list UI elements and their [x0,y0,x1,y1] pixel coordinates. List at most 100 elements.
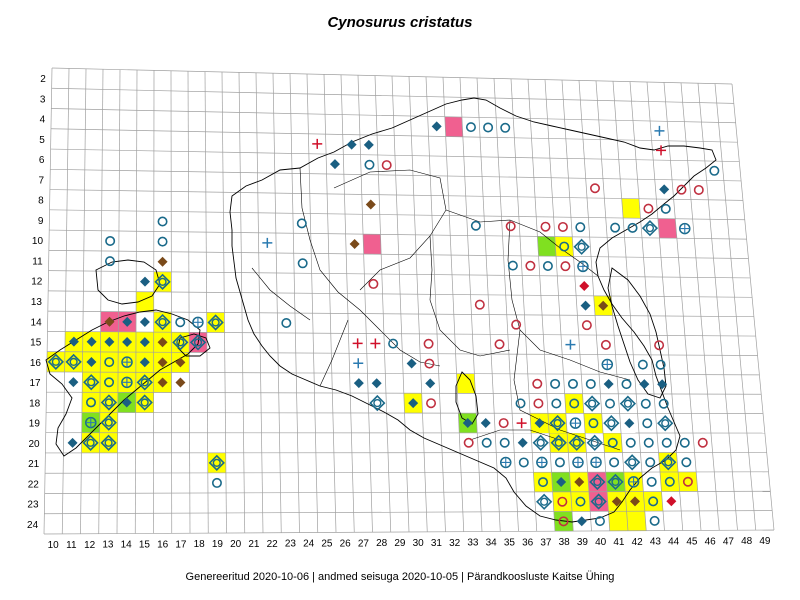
marker-diamond-teal [639,379,650,390]
grid-cell-pink [588,491,609,512]
x-axis-label: 45 [686,536,698,547]
marker-circle-red [654,340,665,351]
marker-circle-red [558,516,569,527]
marker-diamondring-teal [208,454,225,471]
grid-line-horizontal [45,471,769,474]
grid-cell-yellow [206,312,225,333]
y-axis-label: 3 [40,94,46,105]
grid-cell-yellow [171,332,190,353]
marker-circle-teal [658,398,669,409]
marker-diamondring-teal [65,353,82,371]
marker-diamond-teal [408,398,419,409]
grid-cell-yellow [533,472,553,492]
marker-circle-red [682,476,693,487]
marker-diamondring-teal [624,454,641,471]
grid-line-vertical [61,68,70,534]
grid-cell-yellow [552,491,573,512]
x-axis-label: 25 [321,538,333,549]
marker-cross-teal [353,358,364,369]
marker-circle-red [474,299,485,310]
grid-line-vertical [153,70,155,534]
x-axis-label: 24 [303,539,315,550]
grid-line-vertical [714,83,757,531]
grid-line-horizontal [49,209,745,221]
marker-diamondring-teal [573,238,590,255]
grid-line-vertical [170,70,173,534]
marker-crossring-teal [679,222,691,235]
marker-circle-teal [679,437,690,448]
x-axis-label: 49 [759,536,771,547]
grid-line-horizontal [51,87,734,104]
marker-diamondring-teal [154,273,171,290]
grid-cell-yellow [99,392,118,413]
marker-diamondring-teal [532,434,549,451]
grid-line-horizontal [47,351,758,356]
marker-circle-teal [575,222,586,233]
y-axis-label: 13 [31,297,43,308]
marker-diamond-teal [556,477,567,488]
x-axis-label: 48 [741,536,753,547]
marker-diamond-brown [157,256,168,267]
x-axis-label: 35 [504,537,516,548]
marker-crossring-teal [192,316,204,329]
grid-line-vertical [238,72,246,533]
y-axis-label: 22 [28,479,40,490]
x-axis-label: 43 [650,537,662,548]
marker-circle-teal [567,378,578,389]
grid-line-vertical [425,76,446,532]
marker-circle-teal [518,457,529,468]
marker-diamond-brown [611,496,622,507]
x-axis-label: 13 [102,540,114,551]
marker-circle-teal [640,398,651,409]
saaremaa-outline [45,309,201,457]
grid-line-horizontal [43,529,775,535]
x-axis-label: 41 [613,537,625,548]
marker-diamondring-teal [607,473,624,491]
marker-diamond-teal [659,184,670,195]
grid-cell-yellow [643,491,663,512]
grid-line-horizontal [44,510,773,515]
x-axis-label: 26 [340,538,352,549]
marker-diamondring-teal [590,493,607,510]
marker-diamondring-teal [589,473,606,491]
x-axis-label: 44 [668,537,680,548]
y-axis-label: 18 [29,398,41,409]
grid-line-horizontal [50,168,742,182]
marker-circle-red [381,160,392,171]
marker-circle-red [533,398,544,409]
marker-circle-teal [483,122,494,133]
marker-diamondring-teal [189,334,207,351]
x-axis-label: 14 [121,540,133,551]
marker-circle-teal [211,477,222,488]
y-axis-label: 24 [27,520,39,531]
grid-cell-yellow [660,472,680,492]
hiiumaa-outline [95,259,161,305]
x-axis-label: 40 [595,537,607,548]
grid-line-vertical [459,77,483,532]
y-axis-label: 6 [39,155,45,166]
grid-line-vertical [510,78,538,532]
marker-circle-red [494,339,505,350]
x-axis-label: 31 [431,538,443,549]
marker-crossring-teal [85,416,97,429]
marker-circle-teal [585,378,596,389]
marker-diamondring-teal [47,353,64,370]
grid-line-vertical [323,74,337,533]
grid-line-horizontal [50,148,740,162]
marker-cross-teal [262,237,273,248]
grid-line-vertical [221,71,227,534]
y-axis-label: 2 [40,74,46,85]
marker-diamond-brown [157,357,168,368]
marker-circle-teal [297,258,308,269]
marker-diamond-brown [349,238,360,249]
grid-cell-yellow [64,351,83,373]
grid-cell-yellow [99,432,118,453]
marker-diamond-red [666,496,677,507]
grid-line-vertical [731,83,775,531]
marker-circle-red [540,221,551,232]
x-axis-label: 27 [358,538,370,549]
x-axis-label: 37 [540,537,552,548]
marker-circle-teal [646,476,657,487]
marker-diamondring-teal [568,434,585,451]
